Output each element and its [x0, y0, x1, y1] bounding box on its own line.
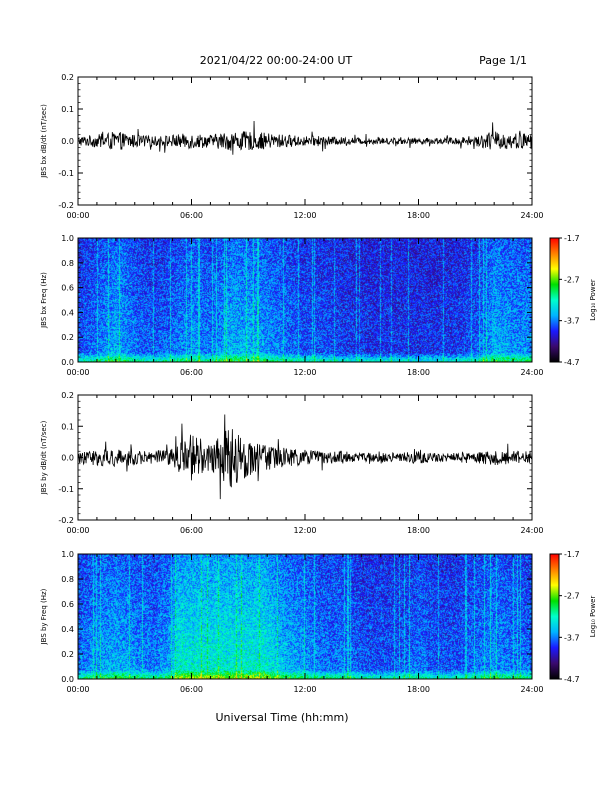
colorbar — [549, 553, 560, 680]
colorbar-tick-label: -2.7 — [564, 592, 580, 601]
x-tick-label: 00:00 — [66, 211, 89, 220]
panel-1: 00:00 06:00 12:00 18:00 24:00 0.2 0.1 0.0 -0.1 -0… — [40, 73, 544, 220]
x-tick-label: 12:00 — [293, 685, 316, 694]
x-tick-label: 00:00 — [66, 685, 89, 694]
x-tick-label: 18:00 — [407, 211, 430, 220]
y-tick-label: -0.2 — [58, 201, 74, 210]
colorbar — [549, 237, 560, 363]
spectrogram — [78, 554, 532, 679]
x-tick-label: 18:00 — [407, 526, 430, 535]
colorbar-label: Log₁₀ Power — [589, 279, 597, 321]
x-tick-label: 12:00 — [293, 368, 316, 377]
x-tick-label: 06:00 — [180, 211, 203, 220]
y-tick-label: -0.1 — [58, 169, 74, 178]
colorbar-tick-label: -4.7 — [564, 675, 580, 684]
y-tick-label: 0.2 — [61, 73, 74, 82]
x-tick-label: 06:00 — [180, 368, 203, 377]
y-tick-label: 0.6 — [61, 284, 74, 293]
x-tick-label: 06:00 — [180, 685, 203, 694]
panel-4: -1.7 -2.7 -3.7 -4.7 Log₁₀ Power 00:00 06:00 12:… — [40, 550, 597, 694]
panel-3: 00:00 06:00 12:00 18:00 24:00 0.2 0.1 0.0 -0.1 -0… — [40, 391, 544, 535]
y-axis-label: JBS bx dB/dt (nT/sec) — [40, 104, 48, 179]
y-tick-label: 1.0 — [61, 234, 74, 243]
y-tick-label: 0.4 — [61, 308, 74, 317]
colorbar-tick-label: -3.7 — [564, 317, 580, 326]
spectrogram — [78, 238, 532, 362]
spectrogram-image — [78, 554, 532, 679]
x-tick-label: 06:00 — [180, 526, 203, 535]
colorbar-tick-label: -4.7 — [564, 358, 580, 367]
colorbar-tick-label: -2.7 — [564, 275, 580, 284]
y-tick-label: 0.1 — [61, 105, 74, 114]
header-page: Page 1/1 — [479, 54, 527, 67]
x-tick-label: 24:00 — [520, 368, 543, 377]
y-tick-label: 0.1 — [61, 422, 74, 431]
y-tick-label: -0.2 — [58, 516, 74, 525]
spectrogram-image — [78, 238, 532, 362]
colorbar-tick-label: -3.7 — [564, 633, 580, 642]
y-tick-label: 0.2 — [61, 391, 74, 400]
x-axis-label: Universal Time (hh:mm) — [216, 711, 349, 724]
y-tick-label: 0.0 — [61, 358, 74, 367]
x-tick-label: 00:00 — [66, 526, 89, 535]
colorbar-tick-label: -1.7 — [564, 550, 580, 559]
x-tick-label: 12:00 — [293, 526, 316, 535]
colorbar-tick-label: -1.7 — [564, 234, 580, 243]
y-axis-label: JBS bx Freq (Hz) — [40, 272, 48, 329]
header-date-range: 2021/04/22 00:00-24:00 UT — [200, 54, 353, 67]
y-tick-label: 1.0 — [61, 550, 74, 559]
x-tick-label: 24:00 — [520, 526, 543, 535]
y-tick-label: 0.2 — [61, 333, 74, 342]
panel-2: -1.7 -2.7 -3.7 -4.7 Log₁₀ Power 00:00 06:00 12:… — [40, 234, 597, 377]
trace-line — [77, 414, 533, 500]
x-tick-label: 24:00 — [520, 685, 543, 694]
y-tick-label: 0.0 — [61, 454, 74, 463]
trace-line — [77, 121, 533, 155]
colorbar-label: Log₁₀ Power — [589, 596, 597, 638]
y-tick-label: 0.8 — [61, 259, 74, 268]
x-tick-label: 24:00 — [520, 211, 543, 220]
y-axis-label: JBS by dB/dt (nT/sec) — [40, 420, 48, 495]
y-tick-label: 0.8 — [61, 575, 74, 584]
x-tick-label: 00:00 — [66, 368, 89, 377]
y-axis-label: JBS by Freq (Hz) — [40, 588, 48, 645]
y-tick-label: 0.6 — [61, 600, 74, 609]
x-tick-label: 12:00 — [293, 211, 316, 220]
y-tick-label: 0.0 — [61, 137, 74, 146]
y-tick-label: 0.0 — [61, 675, 74, 684]
y-tick-label: 0.2 — [61, 650, 74, 659]
y-tick-label: 0.4 — [61, 625, 74, 634]
x-tick-label: 18:00 — [407, 368, 430, 377]
panels: 00:00 06:00 12:00 18:00 24:00 0.2 0.1 0.0 -0.1 -0… — [40, 73, 597, 694]
x-tick-label: 18:00 — [407, 685, 430, 694]
y-tick-label: -0.1 — [58, 485, 74, 494]
